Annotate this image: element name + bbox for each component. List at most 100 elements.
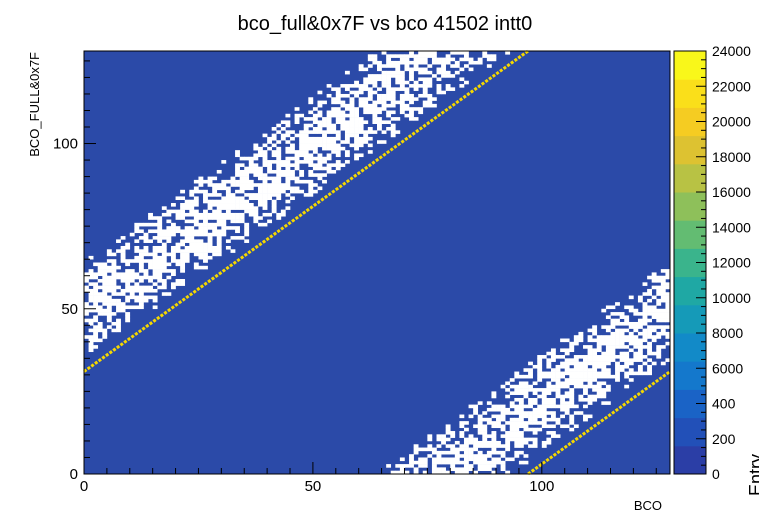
heatmap-cell bbox=[436, 454, 442, 458]
heatmap-cell bbox=[532, 388, 538, 392]
heatmap-cell bbox=[349, 120, 355, 124]
heatmap-cell bbox=[550, 384, 556, 389]
heatmap-cell bbox=[573, 341, 579, 346]
heatmap-cell bbox=[322, 136, 327, 141]
heatmap-cell bbox=[459, 467, 465, 471]
heatmap-cell bbox=[390, 470, 396, 475]
heatmap-cell bbox=[610, 325, 616, 329]
heatmap-cell bbox=[111, 288, 117, 293]
heatmap-cell bbox=[647, 318, 652, 323]
heatmap-cell bbox=[441, 460, 446, 465]
heatmap-cell bbox=[615, 378, 620, 382]
heatmap-cell bbox=[102, 328, 108, 333]
heatmap-cell bbox=[386, 84, 392, 88]
z-tick-label: 24000 bbox=[712, 43, 751, 59]
heatmap-cell bbox=[97, 328, 103, 333]
heatmap-cell bbox=[482, 51, 488, 55]
heatmap-cell bbox=[564, 404, 570, 409]
heatmap-cell bbox=[601, 361, 607, 366]
heatmap-cell bbox=[624, 364, 630, 369]
heatmap-cell bbox=[216, 209, 222, 214]
heatmap-cell bbox=[262, 160, 268, 164]
heatmap-cell bbox=[509, 378, 515, 382]
heatmap-cell bbox=[390, 130, 396, 134]
heatmap-cell bbox=[381, 74, 387, 78]
heatmap-cell bbox=[111, 269, 117, 273]
heatmap-cell bbox=[239, 173, 245, 177]
heatmap-cell bbox=[161, 212, 167, 217]
heatmap-cell bbox=[253, 206, 259, 210]
heatmap-cell bbox=[166, 262, 172, 267]
heatmap-cell bbox=[138, 265, 144, 270]
heatmap-cell bbox=[363, 77, 369, 82]
heatmap-cell bbox=[381, 64, 387, 68]
heatmap-cell bbox=[601, 368, 607, 372]
heatmap-cell bbox=[170, 203, 176, 207]
heatmap-cell bbox=[285, 206, 291, 210]
heatmap-cell bbox=[299, 143, 305, 148]
heatmap-cell bbox=[569, 361, 575, 366]
heatmap-cell bbox=[537, 374, 543, 379]
heatmap-cell bbox=[312, 183, 318, 187]
heatmap-cell bbox=[450, 457, 456, 462]
heatmap-cell bbox=[454, 457, 460, 462]
heatmap-cell bbox=[271, 136, 277, 141]
heatmap-cell bbox=[203, 242, 208, 247]
heatmap-cell bbox=[514, 417, 520, 422]
heatmap-cell bbox=[148, 285, 153, 290]
heatmap-cell bbox=[271, 169, 277, 174]
heatmap-cell bbox=[541, 444, 547, 448]
heatmap-cell bbox=[235, 169, 240, 174]
heatmap-cell bbox=[601, 371, 607, 376]
heatmap-cell bbox=[161, 232, 167, 237]
heatmap-cell bbox=[555, 417, 561, 422]
peak-band-line bbox=[83, 49, 529, 373]
heatmap-cell bbox=[340, 93, 346, 98]
heatmap-cell bbox=[409, 457, 414, 462]
heatmap-cell bbox=[143, 269, 149, 273]
heatmap-cell bbox=[148, 262, 153, 267]
heatmap-cell bbox=[651, 315, 657, 319]
heatmap-cell bbox=[244, 229, 250, 234]
heatmap-cell bbox=[496, 421, 501, 425]
heatmap-cell bbox=[496, 417, 501, 422]
heatmap-cell bbox=[143, 275, 149, 280]
heatmap-cell bbox=[166, 239, 172, 243]
heatmap-cell bbox=[358, 84, 364, 88]
heatmap-cell bbox=[372, 107, 378, 111]
heatmap-cell bbox=[88, 338, 94, 343]
heatmap-cell bbox=[262, 156, 268, 161]
heatmap-cell bbox=[138, 279, 144, 283]
heatmap-cell bbox=[129, 259, 135, 263]
heatmap-cell bbox=[271, 179, 277, 184]
heatmap-cell bbox=[157, 259, 163, 263]
heatmap-cell bbox=[377, 110, 382, 115]
heatmap-cell bbox=[546, 397, 552, 402]
heatmap-cell bbox=[276, 140, 282, 144]
heatmap-cell bbox=[235, 173, 240, 177]
heatmap-cell bbox=[344, 136, 350, 141]
heatmap-cell bbox=[262, 206, 268, 210]
heatmap-cell bbox=[102, 272, 108, 277]
heatmap-cell bbox=[399, 57, 405, 62]
heatmap-cell bbox=[445, 450, 451, 455]
heatmap-cell bbox=[271, 160, 277, 164]
heatmap-cell bbox=[262, 186, 268, 191]
heatmap-cell bbox=[235, 183, 240, 187]
heatmap-cell bbox=[367, 74, 373, 78]
heatmap-cell bbox=[212, 203, 218, 207]
heatmap-cell bbox=[610, 331, 616, 336]
heatmap-cell bbox=[596, 345, 602, 349]
heatmap-cell bbox=[541, 404, 547, 409]
heatmap-cell bbox=[340, 120, 346, 124]
heatmap-cell bbox=[514, 424, 520, 429]
heatmap-cell bbox=[605, 338, 611, 343]
heatmap-cell bbox=[514, 374, 520, 379]
heatmap-cell bbox=[445, 444, 451, 448]
heatmap-cell bbox=[367, 127, 373, 131]
heatmap-cell bbox=[651, 295, 657, 300]
heatmap-cell bbox=[441, 90, 446, 95]
heatmap-cell bbox=[335, 143, 341, 148]
heatmap-cell bbox=[88, 272, 94, 277]
heatmap-cell bbox=[207, 236, 213, 240]
